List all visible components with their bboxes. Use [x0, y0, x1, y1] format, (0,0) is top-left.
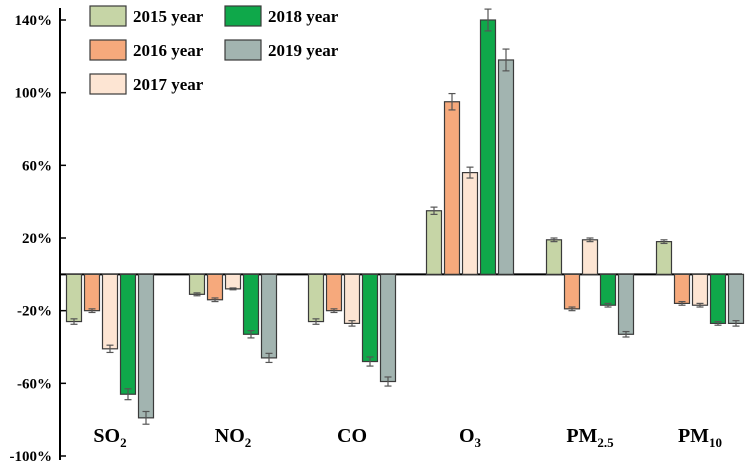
category-label: SO2 [93, 425, 126, 450]
y-tick-label: -20% [17, 304, 52, 320]
legend-swatch [89, 5, 127, 27]
bar [137, 273, 155, 419]
legend-swatch [89, 73, 127, 95]
bar [581, 239, 599, 275]
bar [343, 273, 361, 324]
legend-label: 2018 year [268, 7, 339, 26]
bar [655, 241, 673, 275]
legend-label: 2019 year [268, 41, 339, 60]
category-label: CO [337, 425, 367, 447]
bar [691, 273, 709, 306]
bar [563, 273, 581, 310]
bar [709, 273, 727, 324]
bar [361, 273, 379, 363]
y-tick-label: -60% [17, 376, 52, 392]
bar [379, 273, 397, 383]
bar [83, 273, 101, 312]
bar [307, 273, 325, 323]
bar [119, 273, 137, 395]
bar [617, 273, 635, 335]
y-tick-label: 60% [22, 158, 52, 174]
bar [242, 273, 260, 335]
category-label: PM10 [678, 425, 722, 450]
legend-swatch [224, 5, 262, 27]
bar [101, 273, 119, 350]
category-label: O3 [459, 425, 482, 450]
y-tick-label: -100% [10, 449, 53, 463]
bar [206, 273, 224, 301]
legend-label: 2015 year [133, 7, 204, 26]
bar [425, 210, 443, 275]
bar [443, 101, 461, 275]
bar [479, 19, 497, 275]
legend-swatch [89, 39, 127, 61]
bar [224, 273, 242, 290]
bar [65, 273, 83, 323]
y-tick-label: 140% [15, 13, 53, 29]
legend-label: 2016 year [133, 41, 204, 60]
bar [599, 273, 617, 306]
legend-label: 2017 year [133, 75, 204, 94]
category-label: NO2 [215, 425, 252, 450]
bar [673, 273, 691, 305]
bar [461, 172, 479, 275]
bar [260, 273, 278, 359]
bar [497, 59, 515, 275]
category-label: PM2.5 [566, 425, 614, 450]
bar [325, 273, 343, 312]
bar [727, 273, 745, 324]
y-tick-label: 100% [15, 86, 53, 102]
bar [188, 273, 206, 295]
legend-swatch [224, 39, 262, 61]
y-tick-label: 20% [22, 231, 52, 247]
bar [545, 239, 563, 275]
